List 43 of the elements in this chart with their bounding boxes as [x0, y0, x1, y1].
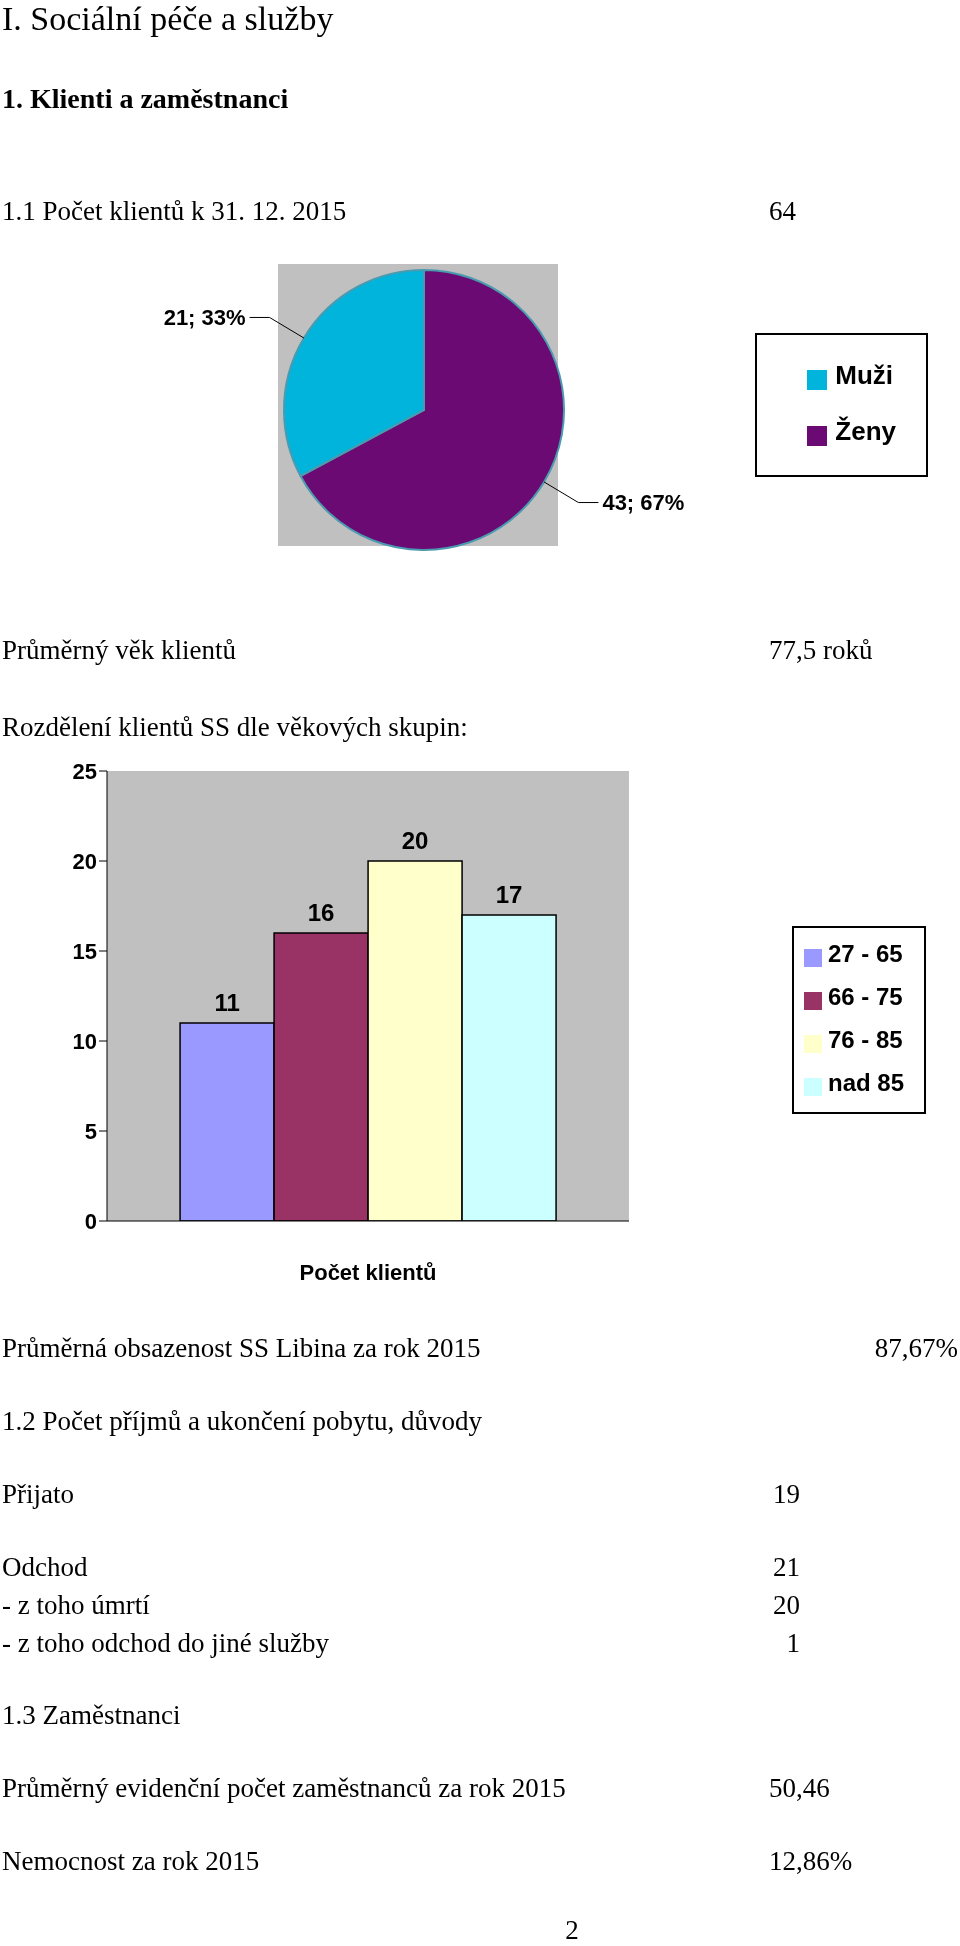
text: Nemocnost za rok 2015 — [2, 1845, 260, 1876]
text: 87,67% — [874, 1332, 958, 1363]
legend-label: 76 - 85 — [827, 1026, 903, 1053]
legend-label: Ženy — [835, 416, 896, 446]
chart-title: Rozdělení klientů SS dle věkových skupin: — [2, 711, 468, 742]
y-tick-label: 10 — [72, 1028, 97, 1054]
text: 77,5 roků — [769, 634, 873, 665]
text: 21 — [773, 1551, 800, 1582]
text: 12,86% — [769, 1845, 853, 1876]
text: Průměrný věk klientů — [2, 634, 236, 665]
data-label: 20 — [401, 827, 429, 854]
text: - z toho úmrtí — [2, 1589, 150, 1620]
text: I. Sociální péče a služby — [2, 0, 334, 37]
data-label: 43; 67% — [602, 490, 685, 516]
text: Přijato — [2, 1478, 74, 1509]
text: Odchod — [2, 1551, 88, 1582]
text: - z toho odchod do jiné služby — [2, 1627, 329, 1658]
text: 20 — [773, 1589, 800, 1620]
text: 50,46 — [769, 1772, 830, 1803]
text: Průměrný evidenční počet zaměstnanců za rok 2015 — [2, 1772, 566, 1803]
text: 1.3 Zaměstnanci — [2, 1699, 181, 1730]
y-tick-label: 25 — [72, 758, 97, 784]
data-label: 17 — [495, 881, 523, 908]
legend-label: Muži — [835, 360, 894, 390]
data-label: 11 — [214, 989, 240, 1016]
text: 2 — [565, 1914, 579, 1945]
legend-label: 66 - 75 — [827, 983, 903, 1010]
y-tick-label: 15 — [72, 938, 97, 964]
chart-title: 1.1 Počet klientů k 31. 12. 2015 — [2, 195, 347, 226]
y-tick-label: 20 — [72, 848, 97, 874]
x-axis-title: Počet klientů — [299, 1260, 437, 1285]
y-tick-label: 5 — [84, 1118, 97, 1144]
text: 19 — [773, 1478, 800, 1509]
chart-subtitle: 64 — [769, 195, 796, 226]
text: 1 — [786, 1627, 800, 1658]
text: 1.2 Počet příjmů a ukončení pobytu, důvody — [2, 1405, 482, 1436]
data-label: 16 — [307, 899, 335, 926]
data-label: 21; 33% — [163, 304, 246, 330]
y-tick-label: 0 — [84, 1208, 97, 1234]
legend-label: nad 85 — [827, 1069, 904, 1096]
legend-label: 27 - 65 — [827, 940, 903, 967]
text: Průměrná obsazenost SS Libina za rok 2015 — [2, 1332, 481, 1363]
text: 1. Klienti a zaměstnanci — [2, 83, 289, 114]
